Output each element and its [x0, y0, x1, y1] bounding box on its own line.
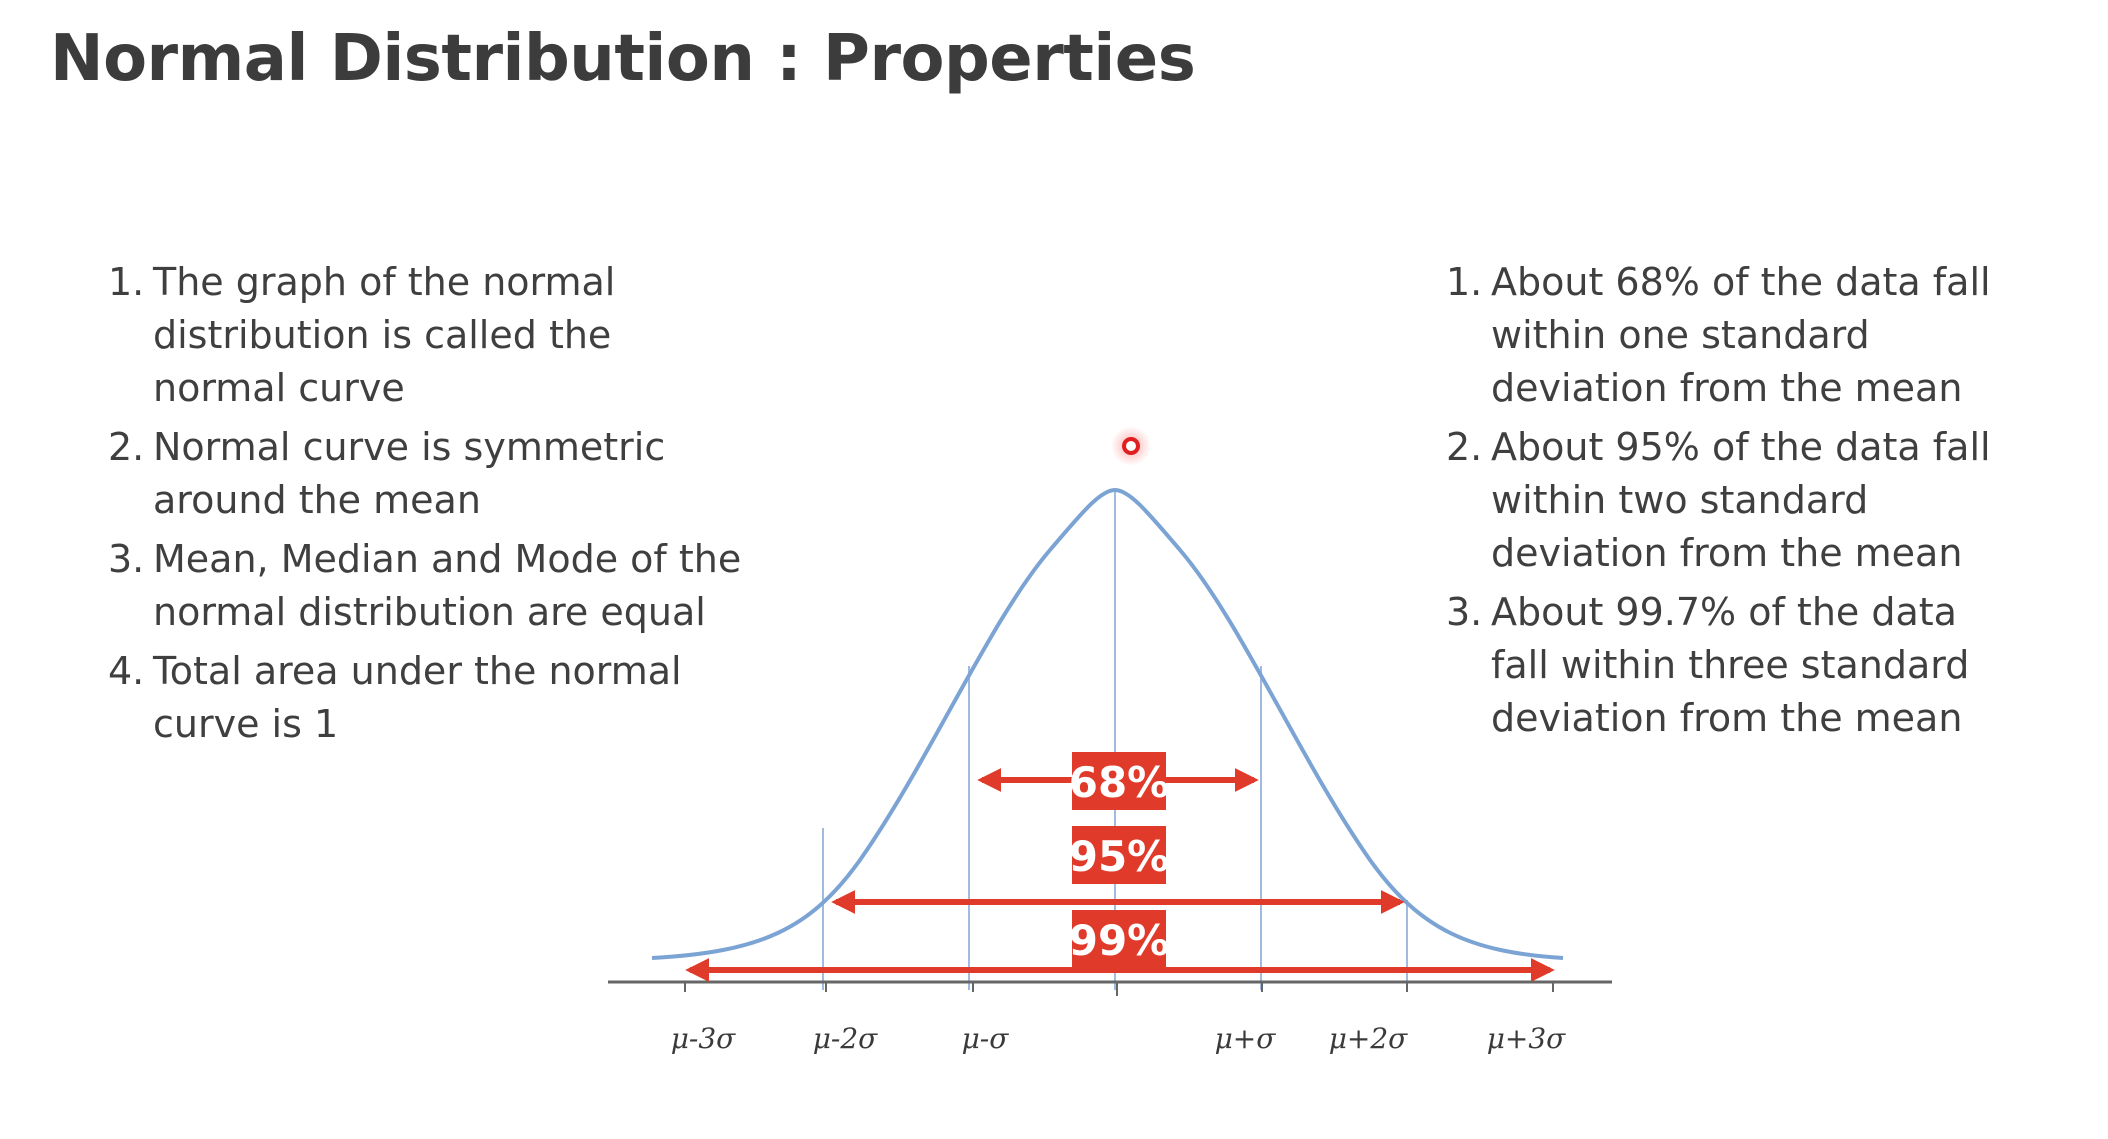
list-number: 2.: [1446, 425, 1483, 469]
list-number: 4.: [108, 649, 145, 693]
list-line: Total area under the normal: [153, 649, 682, 693]
left-property-list: 1. The graph of the normal distribution …: [108, 256, 808, 757]
list-line: normal curve: [153, 366, 405, 410]
list-line: fall within three standard: [1491, 643, 1970, 687]
right-property-list: 1. About 68% of the data fall within one…: [1446, 256, 2066, 751]
list-number: 3.: [108, 537, 145, 581]
list-line: Normal curve is symmetric: [153, 425, 666, 469]
list-line: deviation from the mean: [1491, 696, 1963, 740]
list-line: curve is 1: [153, 702, 339, 746]
left-list-item: 1. The graph of the normal distribution …: [108, 256, 808, 415]
list-line: within two standard: [1491, 478, 1869, 522]
axis-label-mu-minus-sigma: μ-σ: [962, 1022, 1010, 1055]
list-line: The graph of the normal: [153, 260, 616, 304]
list-number: 3.: [1446, 590, 1483, 634]
left-list-item: 4. Total area under the normal curve is …: [108, 645, 808, 751]
right-list-item: 1. About 68% of the data fall within one…: [1446, 256, 2066, 415]
list-line: around the mean: [153, 478, 481, 522]
list-number: 2.: [108, 425, 145, 469]
badge-95: [1072, 826, 1166, 884]
right-list-item: 2. About 95% of the data fall within two…: [1446, 421, 2066, 580]
badge-99: [1072, 910, 1166, 968]
list-line: deviation from the mean: [1491, 531, 1963, 575]
right-list-item: 3. About 99.7% of the data fall within t…: [1446, 586, 2066, 745]
list-line: About 95% of the data fall: [1491, 425, 1991, 469]
list-line: within one standard: [1491, 313, 1870, 357]
axis-label-mu-minus-3sigma: μ-3σ: [671, 1022, 736, 1055]
list-line: About 68% of the data fall: [1491, 260, 1991, 304]
badge-68-label: 68%: [1069, 758, 1170, 807]
list-line: About 99.7% of the data: [1491, 590, 1957, 634]
bell-curve: [651, 487, 1564, 960]
axis-label-mu-plus-sigma: μ+σ: [1215, 1022, 1277, 1055]
list-line: normal distribution are equal: [153, 590, 706, 634]
slide-title: Normal Distribution : Properties: [50, 22, 1196, 96]
list-number: 1.: [1446, 260, 1483, 304]
axis-label-mu-plus-3sigma: μ+3σ: [1487, 1022, 1566, 1055]
axis-label-mu-plus-2sigma: μ+2σ: [1329, 1022, 1408, 1055]
badge-95-label: 95%: [1069, 832, 1170, 881]
list-number: 1.: [108, 260, 145, 304]
badge-99-label: 99%: [1069, 916, 1170, 965]
list-line: distribution is called the: [153, 313, 612, 357]
list-line: Mean, Median and Mode of the: [153, 537, 742, 581]
axis-label-mu-minus-2sigma: μ-2σ: [813, 1022, 878, 1055]
list-line: deviation from the mean: [1491, 366, 1963, 410]
badge-68: [1072, 752, 1166, 810]
laser-pointer-icon: [1111, 426, 1151, 466]
left-list-item: 2. Normal curve is symmetric around the …: [108, 421, 808, 527]
left-list-item: 3. Mean, Median and Mode of the normal d…: [108, 533, 808, 639]
